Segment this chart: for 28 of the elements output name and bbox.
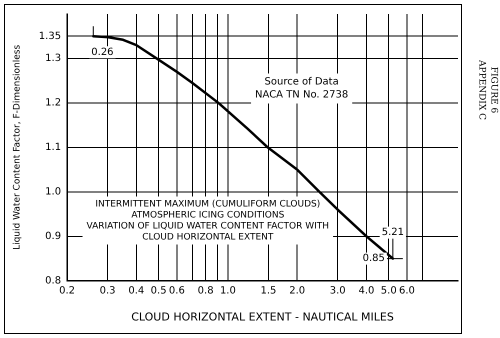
annotation: 0.26 xyxy=(91,46,114,58)
x-tick-label: 0.6 xyxy=(168,285,185,296)
y-tick-label: 0.8 xyxy=(45,275,62,286)
x-axis-title: CLOUD HORIZONTAL EXTENT - NAUTICAL MILES xyxy=(131,310,394,324)
x-tick-label: 0.3 xyxy=(100,285,116,296)
x-tick-label: 4.0 xyxy=(358,285,374,296)
annotation: Source of Data NACA TN No. 2738 xyxy=(255,76,348,101)
y-tick-label: 1.1 xyxy=(45,142,62,153)
x-tick-label: 0.4 xyxy=(128,285,144,296)
x-tick-label: 3.0 xyxy=(330,285,346,296)
x-tick-label: 0.2 xyxy=(59,285,76,296)
annotation: 5.21 xyxy=(382,227,404,238)
annotation: INTERMITTENT MAXIMUM (CUMULIFORM CLOUDS) ATMOSPHERIC ICING CONDITIONS VARIATION OF LIQUID WATER CONTENT FACTOR WITH CLOUD HORIZONTAL EXTENT xyxy=(86,199,330,242)
x-tick-label: 0.8 xyxy=(198,285,214,296)
y-tick-label: 1.35 xyxy=(38,30,62,42)
x-tick-label: 5.0 xyxy=(380,285,397,296)
text: APPENDIX C FIGURE 6 xyxy=(476,59,499,120)
y-tick-label: 1.0 xyxy=(45,186,62,198)
y-tick-label: 0.9 xyxy=(45,230,62,242)
x-tick-label: 2.0 xyxy=(289,285,306,296)
x-tick-label: 0.5 xyxy=(150,285,167,296)
x-tick-label: 1.5 xyxy=(260,285,276,296)
y-tick-label: 1.3 xyxy=(45,53,62,64)
annotation: 0.85 xyxy=(362,253,385,264)
x-tick-label: 6.0 xyxy=(399,285,415,296)
y-axis-title: Liquid Water Content Factor, F-Dimensionless xyxy=(12,44,23,250)
y-tick-label: 1.2 xyxy=(45,98,62,109)
x-tick-label: 1.0 xyxy=(220,285,236,296)
